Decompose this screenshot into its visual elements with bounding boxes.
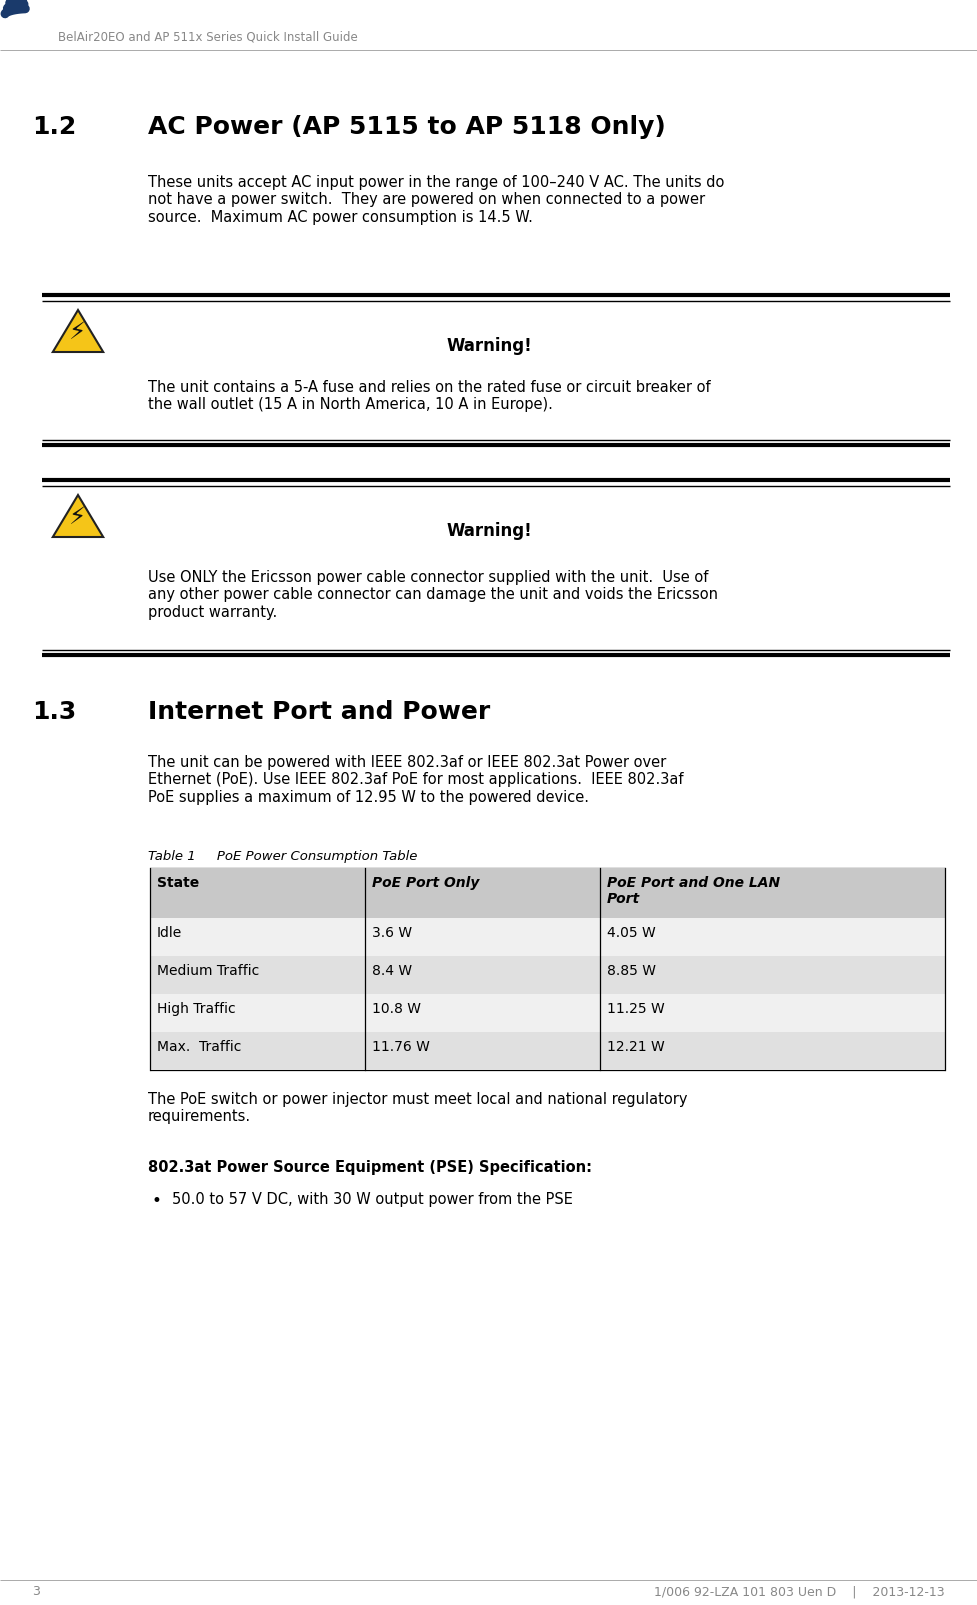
Text: 1.3: 1.3 — [32, 700, 76, 724]
Text: 1.2: 1.2 — [32, 116, 76, 140]
Text: 4.05 W: 4.05 W — [607, 926, 656, 941]
Text: 11.25 W: 11.25 W — [607, 1002, 664, 1016]
Text: Internet Port and Power: Internet Port and Power — [148, 700, 489, 724]
Text: Use ONLY the Ericsson power cable connector supplied with the unit.  Use of
any : Use ONLY the Ericsson power cable connec… — [148, 570, 717, 620]
Text: High Traffic: High Traffic — [157, 1002, 235, 1016]
Text: 3: 3 — [32, 1586, 40, 1599]
Text: These units accept AC input power in the range of 100–240 V AC. The units do
not: These units accept AC input power in the… — [148, 175, 724, 225]
Text: PoE Port Only: PoE Port Only — [371, 876, 479, 891]
Text: Max.  Traffic: Max. Traffic — [157, 1040, 241, 1054]
Text: 8.85 W: 8.85 W — [607, 965, 656, 977]
Bar — [149, 918, 944, 957]
Bar — [149, 993, 944, 1032]
Text: 3.6 W: 3.6 W — [371, 926, 411, 941]
Text: The unit can be powered with IEEE 802.3af or IEEE 802.3at Power over
Ethernet (P: The unit can be powered with IEEE 802.3a… — [148, 754, 683, 804]
Text: Warning!: Warning! — [446, 337, 531, 355]
Text: AC Power (AP 5115 to AP 5118 Only): AC Power (AP 5115 to AP 5118 Only) — [148, 116, 665, 140]
Polygon shape — [53, 310, 104, 351]
Bar — [149, 1032, 944, 1071]
Text: Idle: Idle — [157, 926, 182, 941]
Text: PoE Port and One LAN
Port: PoE Port and One LAN Port — [607, 876, 780, 907]
Text: State: State — [157, 876, 199, 891]
Text: Warning!: Warning! — [446, 522, 531, 539]
Text: The PoE switch or power injector must meet local and national regulatory
require: The PoE switch or power injector must me… — [148, 1091, 687, 1125]
Text: 50.0 to 57 V DC, with 30 W output power from the PSE: 50.0 to 57 V DC, with 30 W output power … — [172, 1193, 573, 1207]
Text: 802.3at Power Source Equipment (PSE) Specification:: 802.3at Power Source Equipment (PSE) Spe… — [148, 1160, 591, 1175]
Text: 11.76 W: 11.76 W — [371, 1040, 430, 1054]
Polygon shape — [53, 494, 104, 538]
Text: 10.8 W: 10.8 W — [371, 1002, 420, 1016]
Text: •: • — [151, 1193, 162, 1210]
Text: ⚡: ⚡ — [69, 319, 87, 343]
Text: The unit contains a 5-A fuse and relies on the rated fuse or circuit breaker of
: The unit contains a 5-A fuse and relies … — [148, 380, 710, 412]
Text: Table 1     PoE Power Consumption Table: Table 1 PoE Power Consumption Table — [148, 851, 417, 863]
Text: 8.4 W: 8.4 W — [371, 965, 411, 977]
Bar — [149, 868, 944, 918]
Text: Medium Traffic: Medium Traffic — [157, 965, 259, 977]
Text: 1/006 92-LZA 101 803 Uen D    |    2013-12-13: 1/006 92-LZA 101 803 Uen D | 2013-12-13 — [654, 1586, 944, 1599]
Text: 12.21 W: 12.21 W — [607, 1040, 664, 1054]
Text: BelAir20EO and AP 511x Series Quick Install Guide: BelAir20EO and AP 511x Series Quick Inst… — [58, 30, 358, 43]
Bar — [149, 957, 944, 993]
Text: ⚡: ⚡ — [69, 506, 87, 528]
